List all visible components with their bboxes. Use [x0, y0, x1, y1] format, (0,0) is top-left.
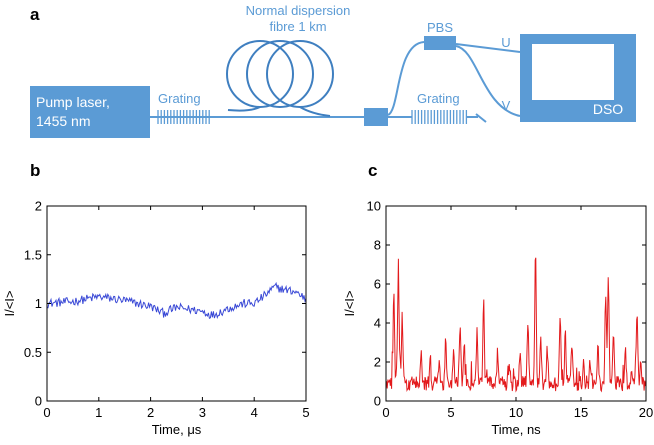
y-tick-label: 0 — [374, 394, 381, 409]
x-tick-label: 4 — [251, 405, 258, 420]
x-tick-label: 15 — [574, 405, 588, 420]
grating-left-icon — [157, 110, 210, 124]
dso-label: DSO — [593, 101, 623, 117]
panel-label-c: c — [368, 161, 377, 180]
x-tick-label: 5 — [447, 405, 454, 420]
y-tick-label: 0 — [35, 394, 42, 409]
y-axis-label: I/<I> — [2, 290, 17, 316]
pump-laser-box — [30, 86, 150, 138]
y-tick-label: 2 — [374, 355, 381, 370]
y-tick-label: 0.5 — [24, 345, 42, 360]
grating-right-label: Grating — [417, 91, 460, 106]
dso-screen — [532, 44, 614, 100]
x-axis-label: Time, μs — [152, 422, 202, 437]
angled-fibre-end — [475, 113, 487, 123]
pump-laser-label-1: Pump laser, — [36, 94, 110, 110]
y-axis-label: I/<I> — [342, 290, 357, 316]
output-u-label: U — [501, 35, 510, 50]
y-tick-label: 1.5 — [24, 247, 42, 262]
fibre-label-1: Normal dispersion — [246, 3, 351, 18]
y-tick-label: 8 — [374, 238, 381, 253]
plot-frame — [385, 205, 647, 402]
chart-c: 0 5 10 15 20 0 2 4 6 8 10 Time, ns I/<I> — [342, 199, 653, 438]
grating-right-icon — [411, 110, 468, 124]
pbs-box — [424, 36, 456, 50]
pump-laser-label-2: 1455 nm — [36, 113, 90, 129]
x-tick-label: 3 — [199, 405, 206, 420]
output-u-line — [455, 43, 521, 53]
x-tick-label: 2 — [147, 405, 154, 420]
x-tick-label: 0 — [43, 405, 50, 420]
coupler-box — [364, 108, 388, 126]
branch-to-pbs — [387, 41, 425, 116]
y-tick-label: 6 — [374, 277, 381, 292]
pbs-label: PBS — [427, 20, 453, 35]
x-tick-label: 20 — [639, 405, 653, 420]
y-tick-label: 1 — [35, 296, 42, 311]
panel-label-b: b — [30, 161, 40, 180]
series-line-intensity — [47, 281, 306, 320]
grating-left-label: Grating — [158, 91, 201, 106]
y-tick-label: 2 — [35, 199, 42, 214]
y-tick-label: 10 — [367, 199, 381, 214]
output-v-line — [455, 45, 521, 117]
y-tick-label: 4 — [374, 316, 381, 331]
output-v-label: V — [502, 98, 511, 113]
setup-diagram: Pump laser, 1455 nm Grating Normal dispe… — [30, 3, 636, 138]
fibre-label-2: fibre 1 km — [269, 19, 326, 34]
panel-label-a: a — [30, 5, 40, 24]
x-axis-label: Time, ns — [491, 422, 541, 437]
series-line-intensity — [386, 257, 646, 393]
plot-frame — [46, 205, 307, 402]
x-tick-label: 5 — [302, 405, 309, 420]
x-tick-label: 10 — [509, 405, 523, 420]
chart-b: 0 1 2 3 4 5 0 0.5 1 1.5 2 Time, μs I/<I> — [2, 199, 310, 438]
x-tick-label: 1 — [95, 405, 102, 420]
x-tick-label: 0 — [382, 405, 389, 420]
fibre-coil-icon — [226, 40, 334, 117]
